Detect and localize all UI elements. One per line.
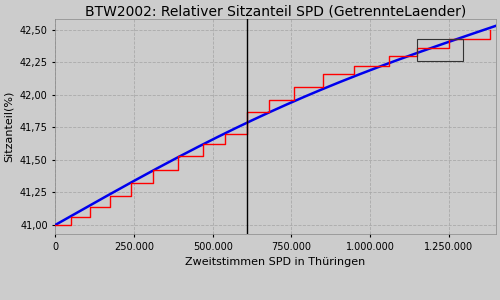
X-axis label: Zweitstimmen SPD in Thüringen: Zweitstimmen SPD in Thüringen [186, 257, 366, 267]
Bar [417, 39, 463, 61]
Y-axis label: Sitzanteil(%): Sitzanteil(%) [4, 91, 14, 162]
Title: BTW2002: Relativer Sitzanteil SPD (GetrennteLaender): BTW2002: Relativer Sitzanteil SPD (Getre… [85, 4, 466, 18]
